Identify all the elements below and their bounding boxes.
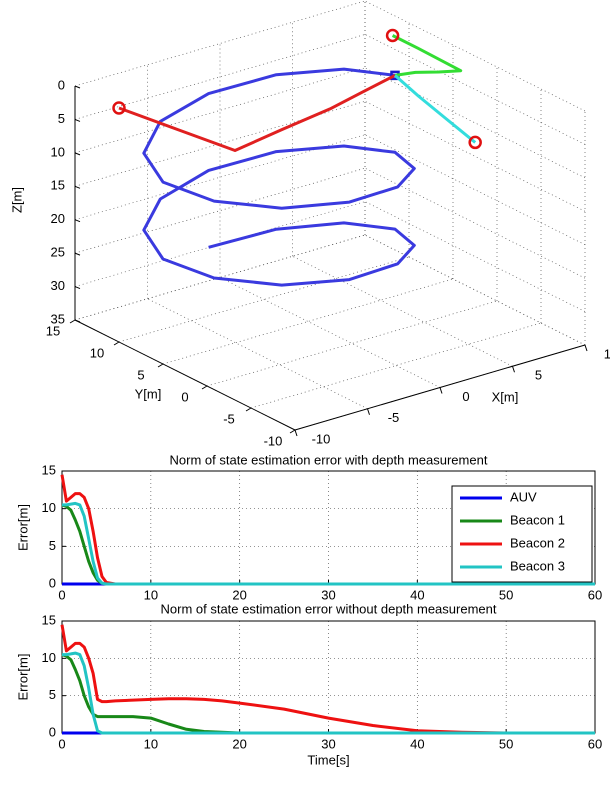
x-tick — [439, 387, 443, 394]
grid-line — [147, 298, 368, 410]
data-line — [62, 651, 595, 735]
x-tick-label: 0 — [58, 736, 65, 751]
grid-line — [364, 201, 586, 312]
grid-line — [364, 134, 586, 246]
grid-line — [364, 0, 586, 112]
legend-label: Beacon 1 — [510, 512, 565, 527]
trajectory — [391, 34, 463, 77]
legend-label: Beacon 3 — [510, 558, 565, 573]
data-line — [60, 624, 595, 735]
x-axis-label: X[m] — [492, 389, 519, 404]
x-tick-label: 0 — [462, 389, 469, 404]
z-tick-label: 15 — [51, 178, 65, 193]
legend-label: Beacon 2 — [510, 535, 565, 550]
z-tick — [74, 319, 81, 323]
x-tick-label: 5 — [535, 368, 542, 383]
z-tick — [74, 85, 81, 89]
z-tick-label: 35 — [51, 311, 65, 326]
z-tick — [74, 185, 81, 189]
y-tick-label: 10 — [42, 650, 56, 665]
grid-line — [206, 300, 498, 387]
grid-line — [364, 167, 586, 279]
y-tick-label: 0 — [181, 389, 188, 404]
y-tick-label: -5 — [223, 411, 235, 426]
x-tick-label: 20 — [232, 587, 246, 602]
y-tick-label: 5 — [49, 687, 56, 702]
x-tick-label: 30 — [321, 587, 335, 602]
x-axis-label: Time[s] — [307, 752, 349, 767]
start-marker — [468, 135, 482, 150]
x-tick-label: 10 — [144, 587, 158, 602]
chart-title: Norm of state estimation error without d… — [161, 601, 497, 616]
grid-line — [292, 255, 513, 367]
z-tick-label: 5 — [58, 111, 65, 126]
x-tick — [294, 429, 298, 437]
z-tick — [74, 219, 81, 223]
x-tick-label: 0 — [58, 587, 65, 602]
z-tick — [74, 152, 81, 156]
x-tick-label: 60 — [588, 736, 602, 751]
trajectory — [394, 74, 477, 144]
x-tick-label: -10 — [312, 431, 331, 446]
trajectory — [118, 74, 396, 152]
legend-label: AUV — [510, 489, 537, 504]
y-tick-label: -10 — [264, 433, 283, 448]
start-marker — [112, 101, 126, 115]
y-tick — [245, 407, 252, 412]
y-tick-label: 15 — [46, 323, 60, 338]
y-tick-label: 0 — [49, 724, 56, 739]
x-tick-label: -5 — [388, 410, 400, 425]
x-tick — [367, 408, 370, 415]
trajectory — [142, 67, 416, 287]
z-tick — [74, 252, 81, 256]
z-tick-label: 20 — [51, 211, 65, 226]
y-tick — [113, 341, 120, 346]
z-axis-label: Z[m] — [9, 187, 24, 213]
y-axis-label: Error[m] — [15, 504, 30, 551]
z-tick-label: 30 — [51, 278, 65, 293]
y-tick-label: 15 — [42, 462, 56, 477]
y-tick — [201, 385, 208, 390]
z-tick — [74, 286, 81, 290]
x-tick-label: 10 — [144, 736, 158, 751]
y-tick-label: 10 — [42, 500, 56, 515]
z-tick-label: 0 — [58, 77, 65, 92]
y-tick-label: 5 — [137, 367, 144, 382]
y-tick-label: 5 — [49, 538, 56, 553]
start-marker — [385, 28, 400, 43]
x-tick — [512, 366, 515, 373]
grid-line — [162, 278, 454, 365]
grid-line — [364, 34, 586, 145]
grid-line — [364, 67, 586, 179]
chart-title: Norm of state estimation error with dept… — [170, 452, 488, 467]
data-line — [62, 501, 595, 586]
y-axis-label: Y[m] — [135, 386, 162, 401]
y-tick-label: 15 — [42, 612, 56, 627]
y-tick — [157, 363, 164, 368]
x-tick-label: 20 — [232, 736, 246, 751]
grid-line — [364, 234, 586, 346]
z-tick-label: 10 — [51, 144, 65, 159]
x-tick-label: 10 — [604, 346, 610, 361]
grid-line — [364, 100, 586, 212]
x-tick-label: 40 — [410, 587, 424, 602]
y-axis-label: Error[m] — [15, 654, 30, 701]
y-tick-label: 0 — [49, 575, 56, 590]
x-tick-label: 50 — [499, 587, 513, 602]
grid-line — [219, 277, 441, 388]
y-tick — [69, 319, 76, 324]
x-tick-label: 30 — [321, 736, 335, 751]
x-tick-label: 50 — [499, 736, 513, 751]
x-tick-label: 40 — [410, 736, 424, 751]
z-tick — [74, 118, 81, 122]
x-tick-label: 60 — [588, 587, 602, 602]
y-axis — [74, 319, 296, 431]
y-tick — [289, 429, 296, 434]
x-tick — [584, 344, 588, 352]
z-tick-label: 25 — [51, 245, 65, 260]
y-tick-label: 10 — [90, 345, 104, 360]
